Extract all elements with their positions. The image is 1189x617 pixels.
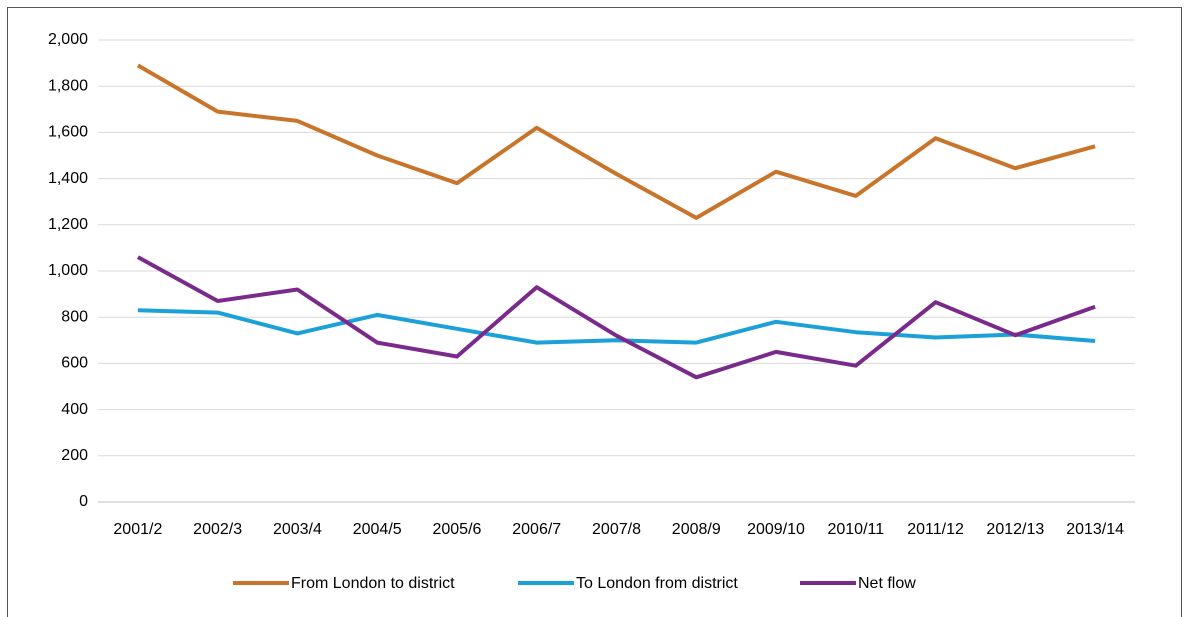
y-tick-label: 1,400 xyxy=(48,170,88,187)
series-line xyxy=(137,308,1096,345)
y-tick-label: 0 xyxy=(79,493,88,510)
x-tick-label: 2010/11 xyxy=(827,521,884,538)
x-tick-label: 2011/12 xyxy=(907,521,964,538)
y-tick-label: 1,200 xyxy=(48,216,88,233)
legend-label: To London from district xyxy=(576,575,738,592)
y-tick-label: 1,000 xyxy=(48,262,88,279)
y-tick-label: 200 xyxy=(61,447,88,464)
x-tick-label: 2006/7 xyxy=(512,521,561,538)
x-tick-label: 2008/9 xyxy=(672,521,721,538)
y-tick-label: 800 xyxy=(61,308,88,325)
legend-label: From London to district xyxy=(291,575,455,592)
y-tick-label: 2,000 xyxy=(48,31,88,48)
x-tick-label: 2007/8 xyxy=(592,521,641,538)
x-tick-label: 2012/13 xyxy=(986,521,1044,538)
y-tick-label: 600 xyxy=(61,355,88,372)
series-line xyxy=(136,255,1096,380)
x-tick-label: 2003/4 xyxy=(273,521,322,538)
x-tick-label: 2004/5 xyxy=(353,521,402,538)
x-tick-label: 2002/3 xyxy=(193,521,242,538)
y-tick-label: 1,600 xyxy=(48,124,88,141)
series-line xyxy=(136,63,1096,220)
x-tick-label: 2005/6 xyxy=(432,521,481,538)
y-tick-label: 1,800 xyxy=(48,77,88,94)
y-tick-label: 400 xyxy=(61,401,88,418)
chart-frame xyxy=(7,7,1182,617)
legend-label: Net flow xyxy=(858,575,916,592)
x-tick-label: 2009/10 xyxy=(747,521,805,538)
x-tick-label: 2013/14 xyxy=(1066,521,1124,538)
x-tick-label: 2001/2 xyxy=(113,521,162,538)
